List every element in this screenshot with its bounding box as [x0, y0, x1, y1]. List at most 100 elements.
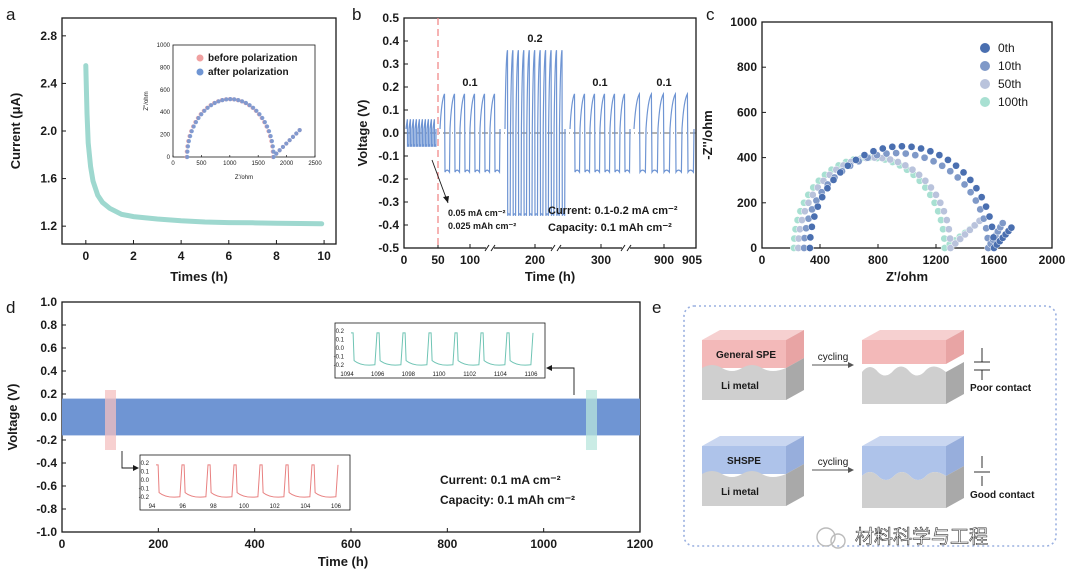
panel-c-point [818, 193, 827, 201]
panel-a-inset-ylabel: Z''/ohm [144, 91, 150, 110]
inset-d-xtick-label: 106 [331, 504, 342, 510]
label-good-contact: Good contact [970, 490, 1035, 501]
inset-a-point [193, 120, 199, 125]
panel-c-point [907, 143, 916, 151]
shspe-front-face [702, 446, 786, 474]
panel-c-legend-marker [980, 61, 990, 71]
inset-a-point [262, 120, 267, 125]
panel-c-point [823, 184, 832, 193]
panel-b-axis-break-mask [486, 245, 494, 251]
panel-c-point [966, 176, 975, 184]
panel-b-ylabel: Voltage (V) [355, 100, 370, 167]
panel-b-axis-break [490, 244, 496, 252]
panel-d-inset-late-frame [334, 322, 546, 379]
panel-c-point [926, 147, 935, 156]
panel-a-inset: 0 500 1000 1500 2000 2500 0 200 400 600 800 1000 Z'… [144, 43, 322, 181]
shspe-side-face [786, 436, 804, 474]
panel-b-ytick-label: -0.4 [378, 218, 399, 232]
panel-c-ylabel: -Z''/ohm [700, 110, 715, 160]
panel-c-point [901, 149, 910, 158]
panel-b-xtick-label: 300 [591, 253, 611, 267]
inset-d-xtick-label: 1094 [340, 372, 354, 378]
panel-c-point [806, 233, 815, 242]
panel-c-point [953, 173, 962, 182]
panel-c-point [960, 180, 969, 189]
panel-b-axis-break [556, 244, 562, 252]
spe-after-side-face [946, 330, 964, 364]
panel-b-xlabel: Time (h) [525, 269, 575, 284]
inset-a-point [265, 124, 270, 129]
panel-c-chart: 0 400 800 1200 1600 2000 0 200 400 600 800 1000 0th… [700, 15, 1066, 284]
inset-a-xtick-label: 2000 [280, 161, 294, 167]
spe-after-front-face [862, 340, 946, 364]
panel-c-point [901, 161, 910, 170]
panel-b-segment-wave [569, 93, 631, 175]
panel-a-xtick-label: 10 [317, 249, 331, 263]
panel-b-note-1: 0.05 mA cm⁻² [448, 208, 505, 218]
inset-d-xtick-label: 1100 [433, 372, 447, 378]
inset-d-xtick-label: 96 [179, 504, 186, 510]
panel-c-point [898, 142, 906, 151]
panel-c-point [977, 193, 986, 201]
panel-label-c: c [706, 5, 715, 24]
panel-d-xtick-label: 1000 [530, 537, 557, 551]
panel-b-axis-break-mask [622, 245, 630, 251]
panel-d-xtick-label: 0 [59, 537, 66, 551]
panel-b-segment-wave [405, 119, 437, 147]
inset-a-ytick-label: 400 [160, 110, 171, 116]
panel-c-point [929, 157, 938, 166]
panel-c-xtick-label: 2000 [1039, 253, 1066, 267]
inset-a-point [232, 97, 237, 102]
panel-c-point [915, 171, 923, 179]
panel-c-point [944, 225, 953, 234]
panel-d-current: Current: 0.1 mA cm⁻² [440, 473, 561, 487]
panel-c-tail-point [961, 230, 969, 239]
inset-a-point [243, 100, 249, 106]
panel-c-point [894, 158, 902, 166]
panel-a-xtick-label: 8 [273, 249, 280, 263]
panel-c-legend-marker [980, 97, 990, 107]
inset-a-point [216, 99, 221, 104]
panel-c-legend-label: 100th [998, 95, 1028, 109]
panel-c-legend-marker [980, 43, 990, 53]
panel-a-ytick-label: 1.2 [40, 219, 57, 233]
panel-b-arrow [431, 159, 449, 204]
panel-c-point [800, 207, 809, 216]
panel-c-ytick-label: 1000 [730, 15, 757, 29]
panel-b-ytick-label: -0.5 [378, 241, 399, 255]
panel-a-xtick-label: 4 [178, 249, 185, 263]
inset-a-point [209, 103, 214, 108]
panel-d-voltage-band [62, 398, 640, 436]
inset-d-xtick-label: 104 [300, 504, 311, 510]
inset-a-tail-point [277, 148, 282, 153]
panel-c-point [869, 147, 878, 156]
li-after-side-face [946, 362, 964, 404]
legend-marker-before [196, 54, 204, 62]
panel-c-point [860, 151, 869, 159]
panel-d-highlight-early [105, 390, 116, 450]
panel-c-point [843, 161, 852, 170]
panel-c-point [936, 198, 945, 207]
wechat-icon-inner [830, 533, 846, 549]
inset-d-xtick-label: 102 [270, 504, 281, 510]
panel-d-ytick-label: -0.6 [36, 479, 57, 493]
wechat-icon [816, 527, 836, 547]
panel-b-segment-wave [439, 93, 501, 175]
panel-c-point [935, 151, 944, 159]
panel-b-note-2: 0.025 mAh cm⁻² [448, 221, 516, 231]
panel-c-ytick-label: 400 [737, 151, 757, 165]
inset-a-point [270, 144, 275, 149]
label-cycling-2: cycling [818, 457, 849, 468]
panel-d-xtick-label: 1200 [627, 537, 654, 551]
panel-c-point [911, 151, 920, 160]
inset-a-point [212, 100, 217, 106]
inset-a-point [224, 97, 229, 102]
panel-d-ytick-label: 0.0 [40, 410, 57, 424]
panel-b-segment-wave [504, 50, 566, 217]
li-front-face [702, 365, 786, 400]
inset-a-point [185, 149, 190, 154]
panel-d-chart: 0 200 400 600 800 1000 1200 -1.0 -0.8 -0.6 -0.4 -0.… [5, 295, 654, 569]
inset-d-ytick-label: -0.2 [139, 495, 150, 501]
inset-a-point [228, 97, 233, 102]
panel-c-xlabel: Z'/ohm [886, 269, 928, 284]
